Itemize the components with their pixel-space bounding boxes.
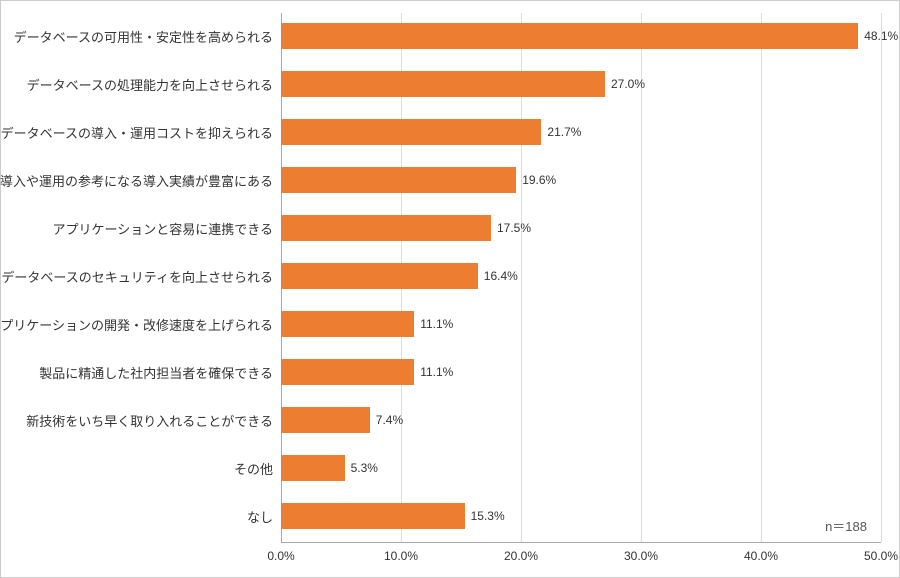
category-label: データベースのセキュリティを向上させられる	[1, 263, 273, 289]
bar-value-label: 21.7%	[547, 125, 581, 139]
x-tick-label: 0.0%	[267, 549, 294, 563]
bar-row: 16.4%	[281, 263, 518, 289]
sample-size-note: n＝188	[825, 516, 867, 535]
bar	[281, 503, 465, 529]
gridline	[881, 13, 882, 542]
bar-row: 17.5%	[281, 215, 531, 241]
category-label: アプリケーションの開発・改修速度を上げられる	[0, 311, 273, 337]
bar-value-label: 11.1%	[420, 365, 453, 379]
category-label: 新技術をいち早く取り入れることができる	[26, 407, 273, 433]
category-label: データベースの可用性・安定性を高められる	[14, 23, 273, 49]
category-label: なし	[247, 503, 273, 529]
bar	[281, 167, 516, 193]
bar	[281, 359, 414, 385]
bar-value-label: 17.5%	[497, 221, 531, 235]
bar-row: 21.7%	[281, 119, 581, 145]
bar-value-label: 16.4%	[484, 269, 518, 283]
bar-row: 11.1%	[281, 359, 453, 385]
bar-row: 15.3%	[281, 503, 505, 529]
x-tick-label: 40.0%	[744, 549, 778, 563]
bar-row: 11.1%	[281, 311, 453, 337]
bar	[281, 407, 370, 433]
bar-value-label: 11.1%	[420, 317, 453, 331]
bar	[281, 119, 541, 145]
bar-value-label: 19.6%	[522, 173, 556, 187]
bar	[281, 263, 478, 289]
category-label: アプリケーションと容易に連携できる	[53, 215, 273, 241]
bar	[281, 311, 414, 337]
category-label: データベースの処理能力を向上させられる	[27, 71, 273, 97]
bar-value-label: 15.3%	[471, 509, 505, 523]
plot-area: 48.1%27.0%21.7%19.6%17.5%16.4%11.1%11.1%…	[281, 13, 881, 543]
bar	[281, 455, 345, 481]
bar-value-label: 5.3%	[351, 461, 378, 475]
category-label: その他	[234, 455, 273, 481]
x-tick-label: 50.0%	[864, 549, 898, 563]
x-tick-label: 10.0%	[384, 549, 418, 563]
x-tick-label: 20.0%	[504, 549, 538, 563]
bar	[281, 215, 491, 241]
bar	[281, 71, 605, 97]
category-label: 導入や運用の参考になる導入実績が豊富にある	[0, 167, 273, 193]
category-label: 製品に精通した社内担当者を確保できる	[39, 359, 273, 385]
bar-row: 27.0%	[281, 71, 645, 97]
bar-value-label: 27.0%	[611, 77, 645, 91]
bar-value-label: 48.1%	[864, 29, 898, 43]
gridline	[761, 13, 762, 542]
bar-row: 48.1%	[281, 23, 898, 49]
bar-value-label: 7.4%	[376, 413, 403, 427]
bar	[281, 23, 858, 49]
bar-row: 5.3%	[281, 455, 378, 481]
chart-container: 48.1% 27.0% 21.7% 19.6% 17.5% 16.4% 11.1% 11.1%…	[0, 0, 900, 578]
bar-row: 19.6%	[281, 167, 556, 193]
category-label: データベースの導入・運用コストを抑えられる	[1, 119, 273, 145]
x-tick-label: 30.0%	[624, 549, 658, 563]
bar-row: 7.4%	[281, 407, 403, 433]
